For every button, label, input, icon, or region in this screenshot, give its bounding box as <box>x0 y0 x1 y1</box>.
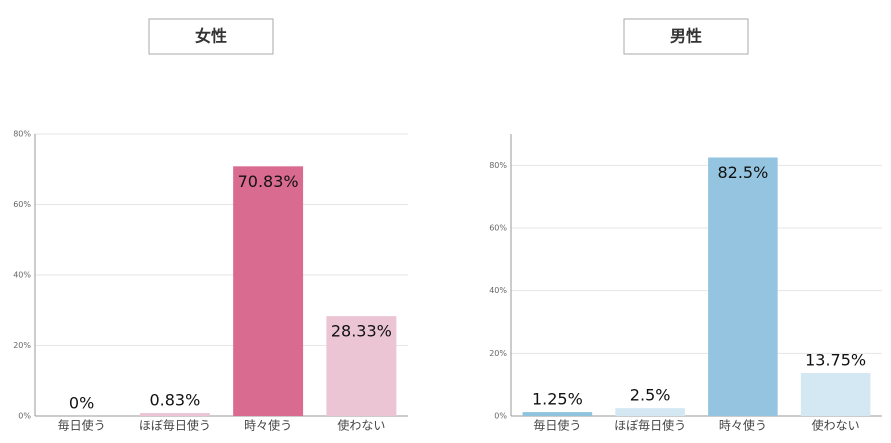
value-label: 2.5% <box>630 386 671 405</box>
title-box <box>148 18 274 55</box>
x-tick-label: ほぼ毎日使う <box>139 418 211 433</box>
bar <box>326 316 397 416</box>
bar <box>615 408 685 416</box>
x-tick-label: 毎日使う <box>533 418 581 433</box>
y-tick-label: 80% <box>13 130 31 139</box>
x-tick-label: 時々使う <box>244 418 292 433</box>
bar <box>139 413 210 416</box>
y-tick-label: 60% <box>13 200 31 209</box>
y-tick-label: 40% <box>13 271 31 280</box>
bar <box>708 157 778 416</box>
bar <box>522 412 593 416</box>
y-tick-label: 60% <box>489 224 507 233</box>
value-label: 0.83% <box>149 391 200 410</box>
bar <box>800 372 871 416</box>
chart-title: 男性 <box>670 27 702 46</box>
chart-title: 女性 <box>195 27 227 46</box>
y-tick-label: 20% <box>13 341 31 350</box>
y-tick-label: 0% <box>494 412 507 421</box>
y-tick-label: 40% <box>489 286 507 295</box>
value-label: 82.5% <box>717 163 768 182</box>
x-tick-label: ほぼ毎日使う <box>614 418 686 433</box>
value-label: 70.83% <box>238 172 299 191</box>
x-tick-label: 毎日使う <box>58 418 106 433</box>
value-label: 1.25% <box>532 390 583 409</box>
value-label: 13.75% <box>805 350 866 369</box>
y-tick-label: 20% <box>489 349 507 358</box>
x-tick-label: 使わない <box>337 418 385 433</box>
title-box <box>623 18 749 55</box>
x-tick-label: 使わない <box>812 418 860 433</box>
y-tick-label: 80% <box>489 161 507 170</box>
value-label: 28.33% <box>331 322 392 341</box>
value-label: 0% <box>69 394 94 413</box>
y-tick-label: 0% <box>18 412 31 421</box>
bar <box>233 166 304 416</box>
x-tick-label: 時々使う <box>719 418 767 433</box>
